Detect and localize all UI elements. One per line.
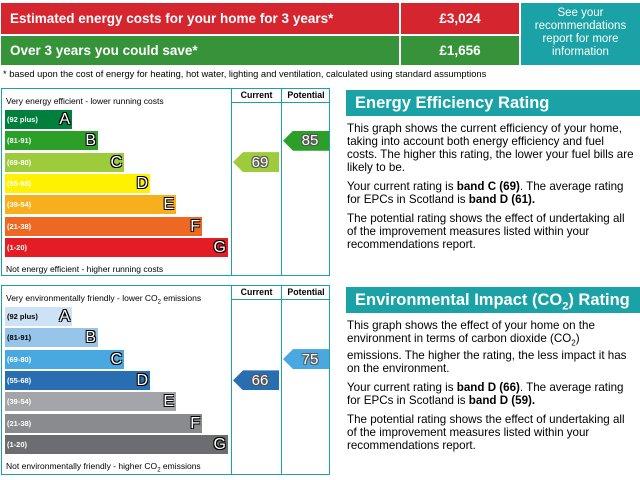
band-letter: A: [59, 308, 70, 325]
rating-band-g: (1-20) G: [5, 237, 228, 257]
chart-top-caption: Very environmentally friendly - lower CO…: [6, 293, 202, 306]
band-range-label: (39-54): [7, 200, 32, 210]
band-range-label: (21-38): [7, 221, 32, 231]
rating-band-c: (69-80) C: [5, 152, 124, 172]
current-column-header: Current: [240, 90, 273, 100]
rating-band-a: (92 plus) A: [5, 110, 72, 129]
band-letter: C: [110, 153, 122, 171]
savings-value: £1,656: [401, 36, 519, 65]
potential-column-header: Potential: [287, 287, 325, 297]
band-range-label: (1-20): [7, 242, 28, 252]
band-letter: B: [85, 132, 96, 150]
current-rating-arrow: 69: [233, 152, 279, 173]
band-letter: A: [59, 111, 70, 128]
band-range-label: (55-68): [7, 178, 32, 188]
environmental-impact-chart: Very environmentally friendly - lower CO…: [1, 285, 330, 475]
potential-rating-arrow: 85: [283, 130, 329, 151]
rating-band-e: (39-54) E: [5, 392, 176, 412]
energy-costs-label: Estimated energy costs for your home for…: [1, 3, 399, 34]
current-column-header: Current: [240, 287, 273, 297]
band-letter: F: [190, 414, 200, 432]
band-range-label: (69-80): [7, 157, 32, 167]
band-letter: E: [163, 393, 174, 411]
band-letter: D: [136, 174, 148, 192]
rating-band-f: (21-38) F: [5, 413, 202, 433]
band-letter: C: [110, 350, 122, 368]
band-range-label: (21-38): [7, 418, 32, 428]
energy-efficiency-chart: Very energy efficient - lower running co…: [1, 88, 330, 276]
band-letter: B: [85, 329, 96, 347]
potential-column-header: Potential: [287, 90, 325, 100]
recommendations-link[interactable]: See your recommendations report for more…: [521, 3, 640, 65]
rating-band-f: (21-38) F: [5, 216, 202, 236]
band-letter: F: [190, 217, 200, 235]
band-letter: E: [163, 196, 174, 214]
band-range-label: (81-91): [7, 136, 32, 146]
rating-band-g: (1-20) G: [5, 434, 228, 454]
chart-bottom-caption: Not energy efficient - higher running co…: [6, 264, 164, 274]
current-rating-arrow: 66: [233, 370, 279, 391]
footnote: * based upon the cost of energy for heat…: [3, 69, 487, 79]
chart-top-caption: Very energy efficient - lower running co…: [6, 96, 164, 106]
savings-label: Over 3 years you could save*: [1, 36, 399, 65]
energy-efficiency-description: This graph shows the current efficiency …: [347, 122, 634, 251]
energy-costs-value: £3,024: [401, 3, 519, 34]
band-range-label: (69-80): [7, 354, 32, 364]
environmental-impact-title: Environmental Impact (CO2) Rating: [346, 287, 640, 313]
band-letter: G: [213, 435, 226, 453]
band-range-label: (39-54): [7, 397, 32, 407]
rating-band-a: (92 plus) A: [5, 307, 72, 326]
energy-efficiency-title: Energy Efficiency Rating: [346, 90, 640, 116]
environmental-impact-description: This graph shows the effect of your home…: [347, 319, 627, 453]
band-range-label: (81-91): [7, 333, 32, 343]
chart-bottom-caption: Not environmentally friendly - higher CO…: [6, 461, 201, 474]
band-letter: G: [213, 238, 226, 256]
band-range-label: (55-68): [7, 375, 32, 385]
band-range-label: (92 plus): [7, 115, 38, 124]
rating-band-d: (55-68) D: [5, 173, 150, 193]
rating-band-c: (69-80) C: [5, 349, 124, 369]
band-letter: D: [136, 371, 148, 389]
band-range-label: (92 plus): [7, 312, 38, 321]
rating-band-d: (55-68) D: [5, 370, 150, 390]
potential-rating-arrow: 75: [283, 349, 329, 370]
rating-band-b: (81-91) B: [5, 131, 98, 151]
band-range-label: (1-20): [7, 439, 28, 449]
rating-band-b: (81-91) B: [5, 328, 98, 348]
rating-band-e: (39-54) E: [5, 195, 176, 215]
